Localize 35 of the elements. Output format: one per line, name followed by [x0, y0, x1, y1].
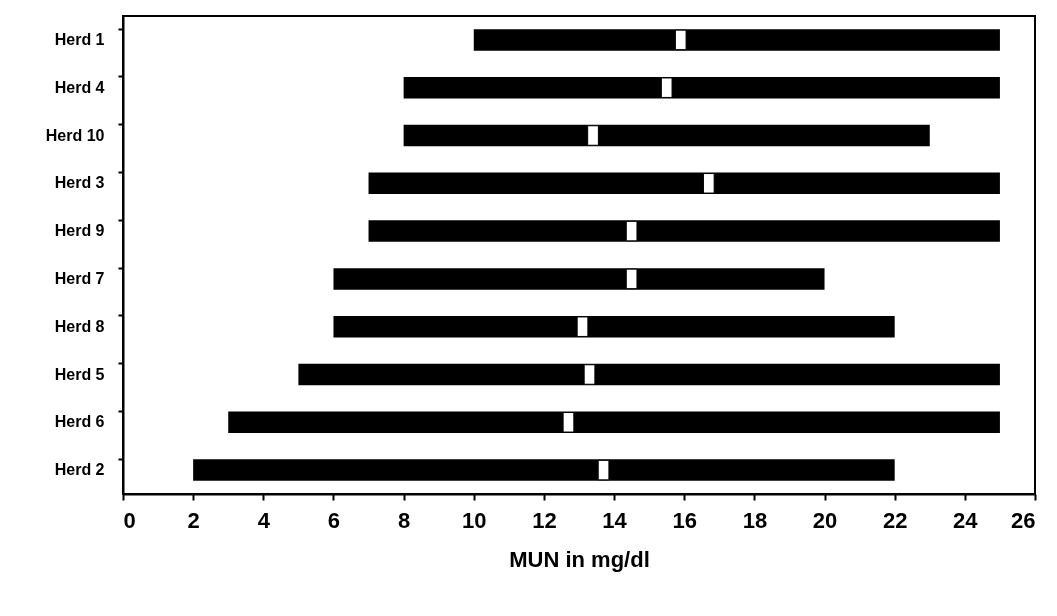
y-tick-label: Herd 7 [54, 269, 105, 287]
bar [333, 315, 895, 338]
bar [403, 124, 930, 147]
y-tick-label: Herd 4 [54, 78, 105, 96]
bar [298, 363, 1000, 386]
x-tick-label: 20 [812, 507, 838, 533]
x-tick-label: 12 [532, 507, 557, 533]
y-tick-label: Herd 9 [54, 222, 105, 240]
bar [403, 76, 1000, 99]
x-tick-label: 8 [397, 507, 411, 533]
x-tick-label: 24 [953, 507, 979, 533]
x-tick-label: 18 [742, 507, 768, 533]
y-tick-label: Herd 1 [54, 30, 105, 48]
x-tick-label: 22 [882, 507, 908, 533]
x-tick-label: 14 [602, 507, 628, 533]
x-tick-label: 26 [1011, 507, 1036, 533]
y-tick-label: Herd 10 [45, 126, 105, 144]
y-tick-label: Herd 5 [54, 365, 105, 383]
y-tick-label: Herd 2 [54, 461, 105, 479]
x-tick-label: 0 [123, 507, 136, 533]
x-tick-label: 4 [257, 507, 271, 533]
y-tick-label: Herd 8 [54, 317, 105, 335]
x-tick-label: 16 [672, 507, 697, 533]
bar [473, 29, 1000, 51]
bar [368, 172, 1000, 195]
bar [193, 459, 895, 481]
x-axis-title: MUN in mg/dl [509, 546, 650, 572]
y-tick-label: Herd 3 [54, 174, 105, 192]
x-tick-label: 2 [187, 507, 200, 533]
bar [333, 268, 825, 290]
x-tick-label: 10 [462, 507, 487, 533]
x-tick-label: 6 [327, 507, 341, 533]
bar [228, 411, 1000, 434]
bar [368, 220, 1000, 242]
y-tick-label: Herd 6 [54, 413, 105, 431]
